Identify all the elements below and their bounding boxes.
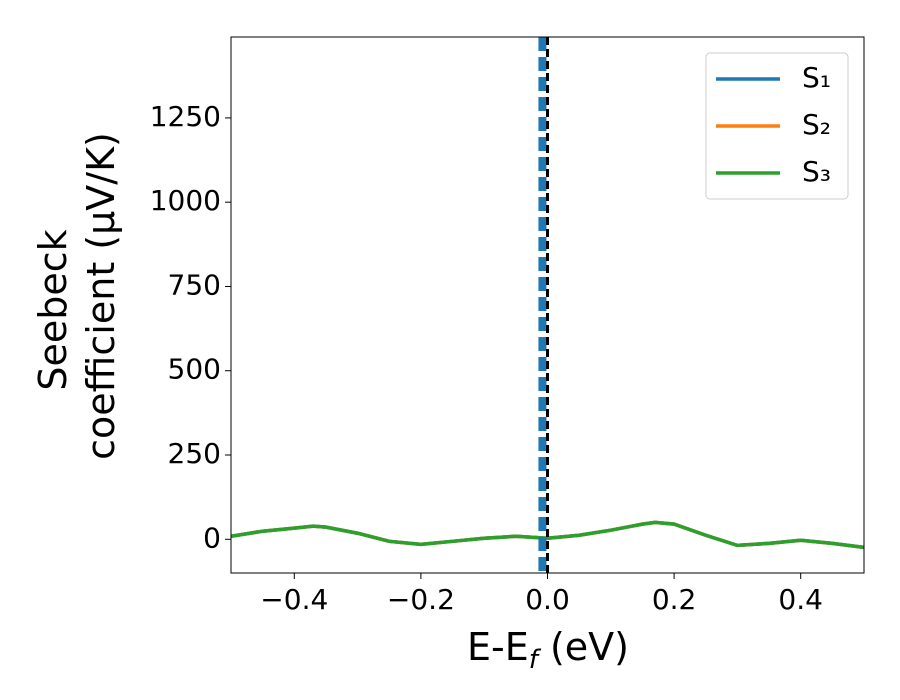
series-line [231, 520, 864, 550]
x-tick-label: −0.2 [387, 583, 455, 616]
legend-label: S₃ [802, 155, 831, 188]
y-tick-label: 750 [168, 268, 221, 301]
y-tick-label: 0 [203, 521, 221, 554]
plot-area [231, 37, 864, 573]
y-axis-label: Seebeck [31, 229, 75, 390]
x-tick-label: −0.4 [260, 583, 328, 616]
y-tick-label: 250 [168, 437, 221, 470]
x-axis-label: E-Ef (eV) [467, 625, 629, 675]
x-tick-label: 0.4 [778, 583, 823, 616]
y-tick-label: 1250 [150, 100, 221, 133]
y-tick-label: 1000 [150, 184, 221, 217]
x-tick-label: 0.2 [652, 583, 697, 616]
y-tick-label: 500 [168, 353, 221, 386]
legend-label: S₁ [802, 61, 831, 94]
legend-label: S₂ [802, 108, 831, 141]
y-axis-label: coefficient (μV/K) [79, 132, 123, 460]
x-tick-label: 0.0 [525, 583, 570, 616]
